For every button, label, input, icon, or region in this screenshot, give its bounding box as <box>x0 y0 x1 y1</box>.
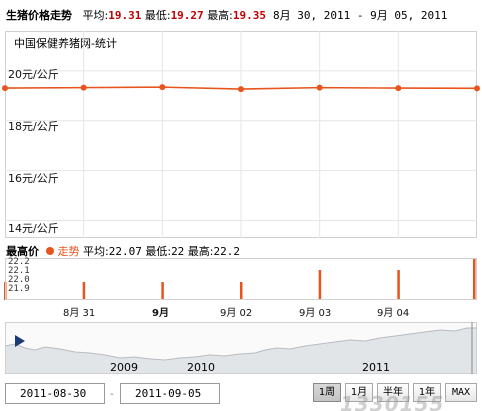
max-max-value: 22.2 <box>213 245 241 258</box>
nav-year-label: 2010 <box>187 361 215 374</box>
max-avg-value: 22.07 <box>108 245 142 258</box>
range-button-6m[interactable]: 半年 <box>377 383 409 402</box>
max-price-title: 最高价 <box>6 245 39 258</box>
y-tick-label: 16元/公斤 <box>8 172 59 185</box>
navigator-history-area <box>5 327 477 374</box>
range-button-1y[interactable]: 1年 <box>413 383 441 402</box>
y-tick-label: 14元/公斤 <box>8 222 59 235</box>
nav-year-label: 2011 <box>362 361 390 374</box>
from-date-input[interactable]: 2011-08-30 <box>5 383 105 404</box>
data-point <box>395 85 402 92</box>
max-max-label: 最高: <box>187 245 214 258</box>
bar-y-tick-label: 22.1 <box>8 266 30 276</box>
bar-y-tick-label: 21.9 <box>8 284 30 294</box>
bar-y-tick-label: 22.0 <box>8 275 30 285</box>
x-tick-label: 9月 03 <box>299 308 332 319</box>
min-label: 最低: <box>144 9 171 22</box>
range-button-1m[interactable]: 1月 <box>345 383 373 402</box>
navigator-left-handle-icon[interactable] <box>15 335 25 347</box>
range-button-1w[interactable]: 1周 <box>313 383 341 402</box>
bar-y-labels: 22.2 22.1 22.0 21.9 <box>8 258 30 294</box>
avg-value: 19.31 <box>108 9 142 22</box>
data-point <box>316 84 323 91</box>
max-price-bar <box>318 270 322 300</box>
avg-label: 平均: <box>82 9 109 22</box>
data-point <box>2 85 8 92</box>
max-value: 19.35 <box>232 9 267 22</box>
watermark-logo: 1330155 <box>340 392 445 411</box>
max-avg-label: 平均: <box>83 245 109 258</box>
max-price-bar <box>240 282 243 300</box>
y-tick-label: 20元/公斤 <box>8 68 59 81</box>
data-point <box>474 85 480 92</box>
min-value: 19.27 <box>170 9 204 22</box>
nav-year-label: 2009 <box>110 361 138 374</box>
max-price-bar <box>473 258 476 300</box>
x-tick-label: 9月 04 <box>377 308 410 319</box>
x-tick-label: 9月 <box>152 308 169 319</box>
data-point <box>238 86 244 93</box>
max-label: 最高: <box>207 9 233 22</box>
chart-source-label: 中国保健养猪网-统计 <box>14 37 117 50</box>
date-range: 8月 30, 2011 - 9月 05, 2011 <box>273 9 448 22</box>
bar-y-tick-label: 22.2 <box>8 257 30 267</box>
max-min-value: 22 <box>171 245 185 258</box>
chart-title: 生猪价格走势 <box>6 9 72 22</box>
x-tick-label: 8月 31 <box>63 308 96 319</box>
y-tick-label: 18元/公斤 <box>8 120 59 133</box>
data-point <box>159 84 166 91</box>
date-separator: - <box>110 389 114 400</box>
chart-header: 生猪价格走势 平均:19.31 最低:19.27 最高:19.35 8月 30,… <box>6 9 447 22</box>
max-price-bar <box>82 282 86 300</box>
max-price-bar <box>397 270 400 300</box>
max-price-bar <box>161 282 164 300</box>
legend-dot-icon <box>46 247 54 255</box>
to-date-input[interactable]: 2011-09-05 <box>120 383 220 404</box>
data-point <box>80 84 87 91</box>
range-button-max[interactable]: MAX <box>445 383 477 402</box>
x-tick-label: 9月 02 <box>220 308 253 319</box>
legend-label: 走势 <box>57 245 80 258</box>
max-price-header: 最高价 走势 平均:22.07 最低:22 最高:22.2 <box>6 243 240 259</box>
max-min-label: 最低: <box>145 245 172 258</box>
bar-chart-frame <box>5 258 477 300</box>
navigator-area[interactable] <box>5 322 477 374</box>
